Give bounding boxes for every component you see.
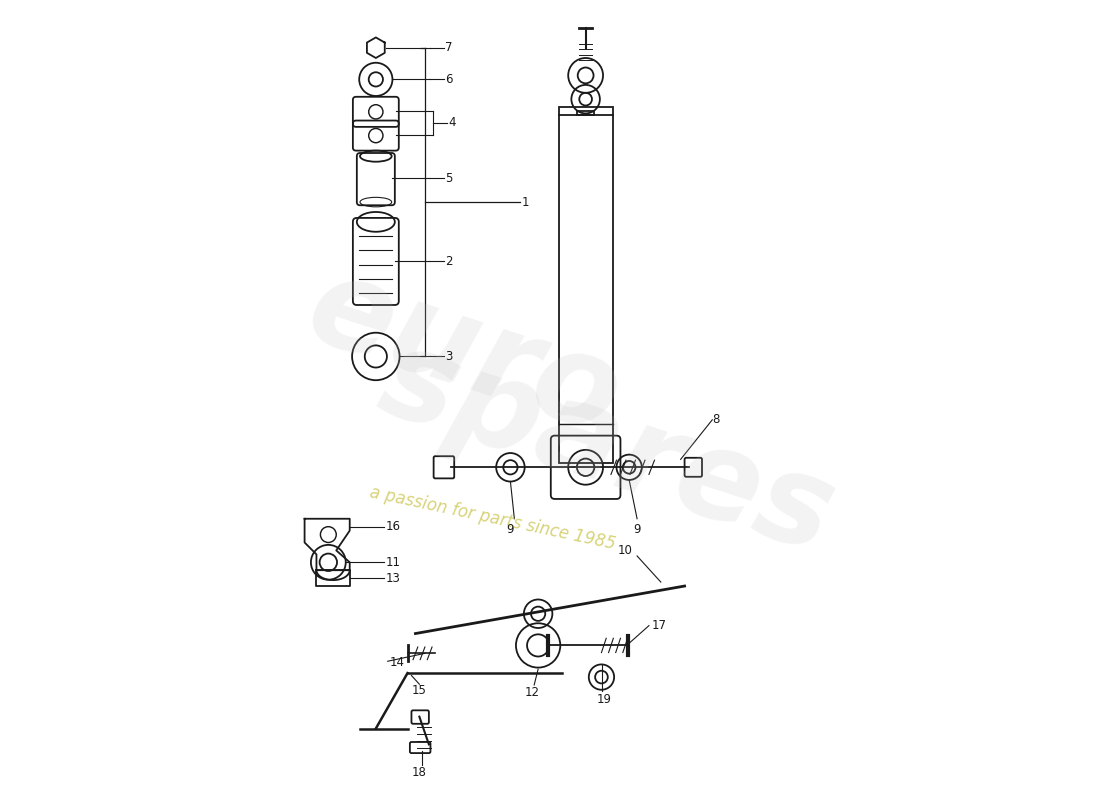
- Polygon shape: [367, 38, 385, 58]
- Text: spares: spares: [365, 318, 849, 578]
- Text: 1: 1: [521, 195, 529, 209]
- Text: a passion for parts since 1985: a passion for parts since 1985: [368, 484, 617, 554]
- Text: 19: 19: [596, 693, 612, 706]
- Text: 13: 13: [386, 572, 402, 585]
- Text: 3: 3: [446, 350, 453, 363]
- Text: 6: 6: [446, 73, 453, 86]
- Text: 12: 12: [525, 686, 539, 699]
- Text: 14: 14: [390, 656, 405, 670]
- Text: 18: 18: [411, 766, 427, 778]
- Text: 15: 15: [411, 684, 427, 697]
- Bar: [559, 107, 613, 463]
- Text: 16: 16: [386, 520, 402, 533]
- Text: 11: 11: [386, 556, 402, 569]
- Text: 2: 2: [446, 255, 453, 268]
- Text: euro: euro: [293, 246, 636, 460]
- Text: 9: 9: [507, 522, 514, 535]
- Text: 9: 9: [634, 522, 641, 535]
- Text: 4: 4: [449, 117, 456, 130]
- Text: 17: 17: [651, 619, 667, 632]
- Text: 8: 8: [713, 414, 719, 426]
- Text: 10: 10: [618, 544, 632, 557]
- Text: 5: 5: [446, 172, 453, 185]
- Text: 7: 7: [446, 42, 453, 54]
- Bar: [576, 111, 594, 115]
